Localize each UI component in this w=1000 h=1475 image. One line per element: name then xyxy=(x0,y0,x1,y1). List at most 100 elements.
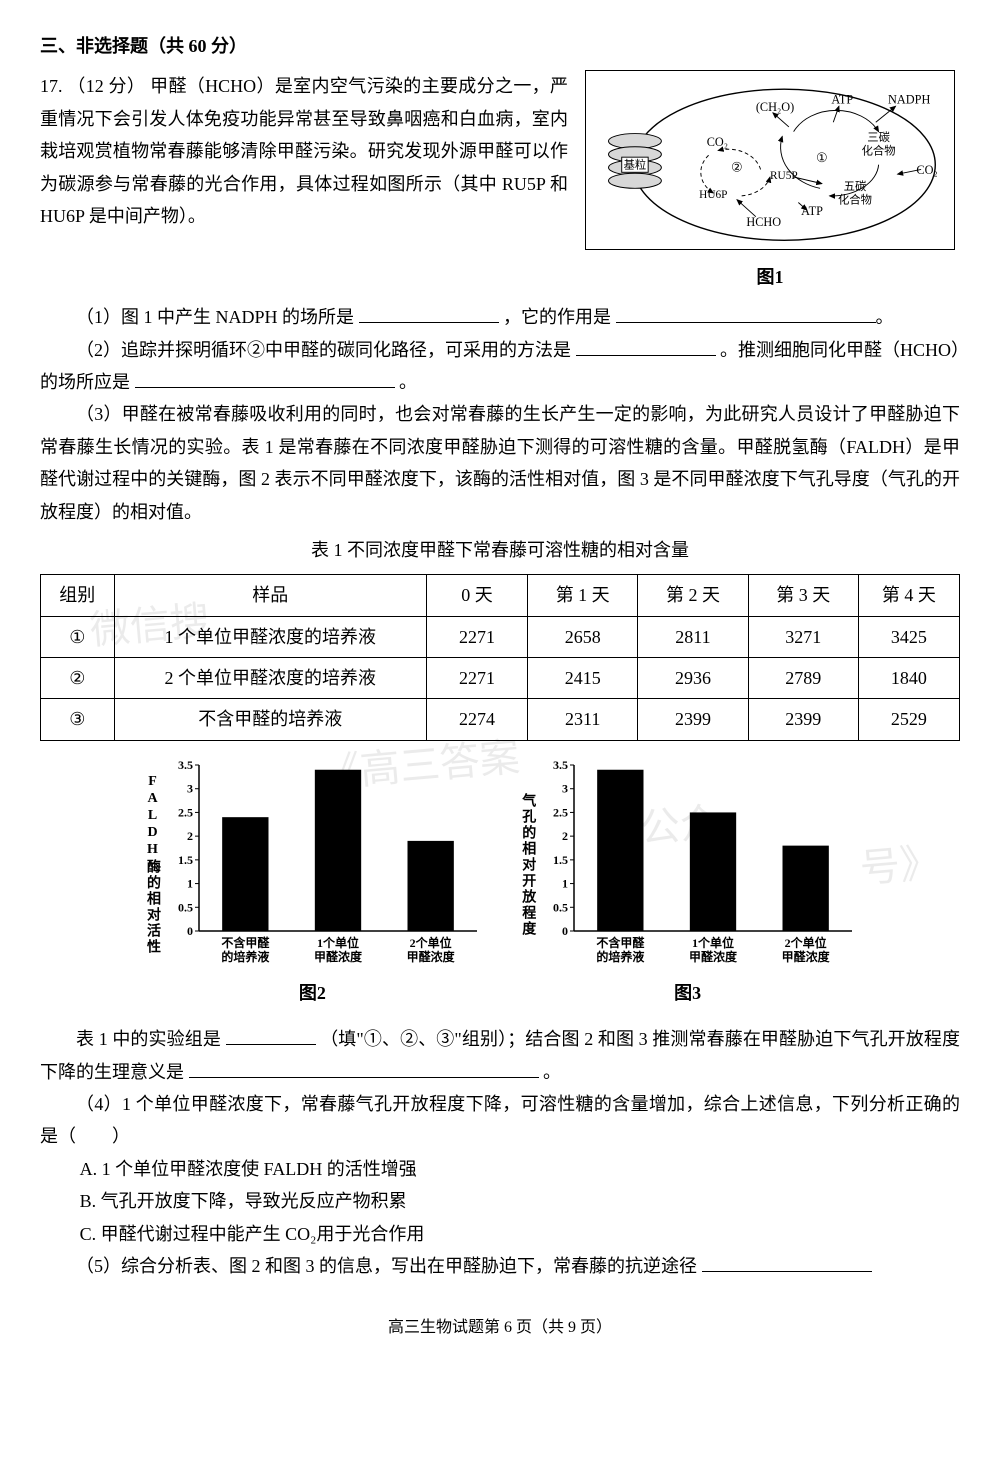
table-cell: 2529 xyxy=(858,699,959,740)
blank-input[interactable] xyxy=(702,1250,872,1272)
table-cell: 2789 xyxy=(748,658,858,699)
blank-input[interactable] xyxy=(576,334,716,356)
figure-1-container: 基粒 ① 三碳 化合物 五碳 化合物 (CH₂O) ATP NADPH CO₂ xyxy=(580,70,960,293)
table-cell: 3271 xyxy=(748,616,858,657)
after-table-c: 。 xyxy=(543,1062,561,1082)
svg-text:3: 3 xyxy=(562,782,568,796)
table-col-header: 第 2 天 xyxy=(638,575,748,616)
figure-1-diagram: 基粒 ① 三碳 化合物 五碳 化合物 (CH₂O) ATP NADPH CO₂ xyxy=(585,70,955,250)
sub2-text-a: （2）追踪并探明循环②中甲醛的碳同化路径，可采用的方法是 xyxy=(76,340,571,360)
svg-text:1: 1 xyxy=(187,876,193,890)
option-c[interactable]: C. 甲醛代谢过程中能产生 CO₂用于光合作用 xyxy=(80,1218,960,1250)
table-cell: 1 个单位甲醛浓度的培养液 xyxy=(114,616,426,657)
sub-question-5: （5）综合分析表、图 2 和图 3 的信息，写出在甲醛胁迫下，常春藤的抗逆途径 xyxy=(40,1250,960,1282)
label-jili: 基粒 xyxy=(624,158,647,172)
chart-3: 气孔的相对开放程度 00.511.522.533.5不含甲醛的培养液1个单位甲醛… xyxy=(515,755,860,1009)
figure-1-caption: 图1 xyxy=(580,261,960,293)
intro-text: 17. （12 分） 甲醛（HCHO）是室内空气污染的主要成分之一，严重情况下会… xyxy=(40,70,568,293)
svg-text:甲醛浓度: 甲醛浓度 xyxy=(407,949,456,964)
after-table-a: 表 1 中的实验组是 xyxy=(76,1029,221,1049)
svg-text:3.5: 3.5 xyxy=(553,758,568,772)
chart-2-svg: 00.511.522.533.5不含甲醛的培养液1个单位甲醛浓度2个单位甲醛浓度 xyxy=(165,755,485,975)
sub-question-1: （1）图 1 中产生 NADPH 的场所是 ，它的作用是 。 xyxy=(40,301,960,333)
table-cell: ③ xyxy=(41,699,115,740)
svg-text:1个单位: 1个单位 xyxy=(317,935,359,950)
table-col-header: 第 1 天 xyxy=(528,575,638,616)
table-cell: 2936 xyxy=(638,658,748,699)
blank-input[interactable] xyxy=(359,302,499,324)
svg-text:1.5: 1.5 xyxy=(178,853,193,867)
table-row: ③不含甲醛的培养液22742311239923992529 xyxy=(41,699,960,740)
section-title: 三、非选择题（共 60 分） xyxy=(40,30,960,62)
svg-text:0.5: 0.5 xyxy=(178,900,193,914)
q-intro-body: 甲醛（HCHO）是室内空气污染的主要成分之一，严重情况下会引发人体免疫功能异常甚… xyxy=(40,76,568,226)
table-cell: 2399 xyxy=(748,699,858,740)
question-17-intro: 17. （12 分） 甲醛（HCHO）是室内空气污染的主要成分之一，严重情况下会… xyxy=(40,70,960,293)
table-col-header: 0 天 xyxy=(426,575,527,616)
sub5-text: （5）综合分析表、图 2 和图 3 的信息，写出在甲醛胁迫下，常春藤的抗逆途径 xyxy=(76,1256,697,1276)
table-cell: 2658 xyxy=(528,616,638,657)
svg-text:2个单位: 2个单位 xyxy=(785,935,827,950)
label-atp1: ATP xyxy=(831,93,853,107)
table-header-row: 组别样品0 天第 1 天第 2 天第 3 天第 4 天 xyxy=(41,575,960,616)
sub2-text-c: 。 xyxy=(399,372,417,392)
svg-text:的培养液: 的培养液 xyxy=(597,949,645,964)
label-co2a: CO₂ xyxy=(707,135,728,149)
sub1-text-b: ，它的作用是 xyxy=(503,307,611,327)
table-cell: 2399 xyxy=(638,699,748,740)
svg-text:1个单位: 1个单位 xyxy=(692,935,734,950)
option-b[interactable]: B. 气孔开放度下降，导致光反应产物积累 xyxy=(80,1185,960,1217)
table-col-header: 样品 xyxy=(114,575,426,616)
svg-text:3: 3 xyxy=(187,782,193,796)
table-row: ①1 个单位甲醛浓度的培养液22712658281132713425 xyxy=(41,616,960,657)
svg-text:3.5: 3.5 xyxy=(178,758,193,772)
sub1-text-a: （1）图 1 中产生 NADPH 的场所是 xyxy=(76,307,354,327)
table-col-header: 组别 xyxy=(41,575,115,616)
chart-2-ylabel: FALDH酶的相对活性 xyxy=(140,774,165,955)
svg-text:2.5: 2.5 xyxy=(178,805,193,819)
table-cell: 1840 xyxy=(858,658,959,699)
q-points: （12 分） xyxy=(67,76,145,96)
chart-3-ylabel: 气孔的相对开放程度 xyxy=(515,793,540,937)
table-cell: ① xyxy=(41,616,115,657)
chart-3-svg: 00.511.522.533.5不含甲醛的培养液1个单位甲醛浓度2个单位甲醛浓度 xyxy=(540,755,860,975)
table-row: ②2 个单位甲醛浓度的培养液22712415293627891840 xyxy=(41,658,960,699)
blank-input[interactable] xyxy=(135,366,395,388)
after-table-text: 表 1 中的实验组是 （填"①、②、③"组别）；结合图 2 和图 3 推测常春藤… xyxy=(40,1023,960,1088)
table-cell: 2274 xyxy=(426,699,527,740)
option-a[interactable]: A. 1 个单位甲醛浓度使 FALDH 的活性增强 xyxy=(80,1153,960,1185)
sub-question-4: （4）1 个单位甲醛浓度下，常春藤气孔开放程度下降，可溶性糖的含量增加，综合上述… xyxy=(40,1088,960,1153)
chart-2: FALDH酶的相对活性 00.511.522.533.5不含甲醛的培养液1个单位… xyxy=(140,755,485,1009)
q-number: 17. xyxy=(40,76,63,96)
svg-text:2: 2 xyxy=(187,829,193,843)
table-cell: 2 个单位甲醛浓度的培养液 xyxy=(114,658,426,699)
charts-container: FALDH酶的相对活性 00.511.522.533.5不含甲醛的培养液1个单位… xyxy=(40,755,960,1009)
svg-text:甲醛浓度: 甲醛浓度 xyxy=(782,949,831,964)
label-hcho: HCHO xyxy=(746,216,781,230)
svg-text:不含甲醛: 不含甲醛 xyxy=(221,935,270,950)
svg-text:0.5: 0.5 xyxy=(553,900,568,914)
table-cell: 2811 xyxy=(638,616,748,657)
svg-text:2: 2 xyxy=(562,829,568,843)
label-ru5p: RU5P xyxy=(770,170,798,182)
blank-input[interactable] xyxy=(616,302,876,324)
table-cell: 2415 xyxy=(528,658,638,699)
table-cell: 2271 xyxy=(426,616,527,657)
sub-question-3: （3）甲醛在被常春藤吸收利用的同时，也会对常春藤的生长产生一定的影响，为此研究人… xyxy=(40,398,960,528)
svg-text:的培养液: 的培养液 xyxy=(221,949,269,964)
options-list: A. 1 个单位甲醛浓度使 FALDH 的活性增强 B. 气孔开放度下降，导致光… xyxy=(80,1153,960,1250)
blank-input[interactable] xyxy=(226,1024,316,1046)
svg-text:化合物: 化合物 xyxy=(862,144,896,158)
sub-question-2: （2）追踪并探明循环②中甲醛的碳同化路径，可采用的方法是 。推测细胞同化甲醛（H… xyxy=(40,334,960,399)
blank-input[interactable] xyxy=(189,1056,539,1078)
page-footer: 高三生物试题第 6 页（共 9 页） xyxy=(40,1314,960,1343)
label-ch2o: (CH₂O) xyxy=(756,100,794,114)
label-nadph: NADPH xyxy=(888,93,930,107)
label-atp2: ATP xyxy=(801,204,823,218)
chart-2-caption: 图2 xyxy=(140,977,485,1009)
table-cell: 2271 xyxy=(426,658,527,699)
svg-text:2.5: 2.5 xyxy=(553,805,568,819)
table-col-header: 第 4 天 xyxy=(858,575,959,616)
table-cell: 2311 xyxy=(528,699,638,740)
label-c3: 三碳 xyxy=(867,131,890,145)
